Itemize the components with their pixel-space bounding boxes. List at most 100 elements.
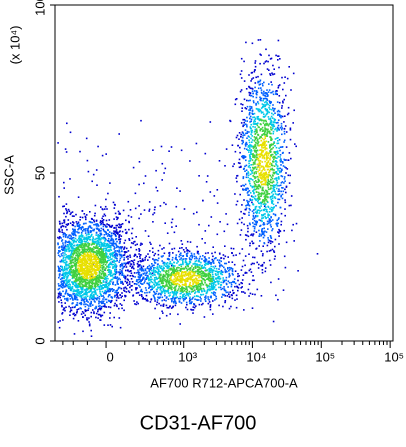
event-dot	[244, 123, 247, 125]
event-dot	[100, 206, 102, 208]
event-dot	[276, 185, 279, 187]
event-dot	[236, 134, 239, 137]
event-dot	[125, 256, 128, 258]
event-dot	[96, 237, 99, 240]
event-dot	[207, 277, 210, 279]
event-dot	[65, 236, 67, 238]
event-dot	[85, 303, 87, 305]
event-dot	[113, 230, 115, 232]
event-dot	[273, 68, 275, 70]
event-dot	[57, 265, 60, 268]
event-dot	[116, 281, 119, 283]
event-dot	[246, 125, 248, 128]
event-dot	[173, 247, 176, 250]
event-dot	[161, 292, 163, 294]
event-dot	[108, 294, 110, 296]
event-dot	[186, 289, 189, 291]
event-dot	[95, 169, 98, 171]
event-dot	[99, 314, 102, 317]
event-dot	[194, 291, 197, 293]
event-dot	[236, 298, 238, 300]
event-dot	[64, 242, 67, 244]
event-dot	[264, 267, 267, 269]
event-dot	[265, 189, 267, 192]
event-dot	[94, 291, 97, 293]
event-dot	[171, 300, 173, 303]
event-dot	[115, 224, 118, 227]
event-dot	[261, 183, 263, 186]
event-dot	[279, 146, 282, 148]
event-dot	[142, 260, 145, 262]
event-dot	[87, 307, 90, 310]
event-dot	[146, 282, 148, 285]
event-dot	[279, 149, 281, 152]
event-dot	[140, 265, 142, 267]
event-dot	[193, 263, 196, 265]
event-dot	[58, 247, 60, 249]
event-dot	[121, 292, 123, 294]
event-dot	[237, 275, 239, 278]
event-dot	[161, 281, 163, 283]
event-dot	[276, 187, 278, 190]
event-dot	[122, 209, 125, 212]
event-dot	[249, 157, 251, 159]
event-dot	[104, 240, 106, 242]
event-dot	[69, 131, 72, 134]
event-dot	[277, 119, 280, 121]
event-dot	[244, 264, 246, 267]
event-dot	[278, 235, 280, 237]
event-dot	[132, 166, 135, 169]
event-dot	[255, 102, 257, 105]
event-dot	[148, 210, 150, 212]
event-dot	[206, 278, 208, 280]
event-dot	[261, 134, 263, 136]
event-dot	[116, 232, 118, 234]
event-dot	[99, 281, 101, 283]
event-dot	[277, 113, 279, 116]
event-dot	[271, 248, 274, 251]
event-dot	[254, 62, 256, 64]
event-dot	[62, 244, 65, 246]
event-dot	[242, 124, 245, 126]
event-dot	[133, 255, 136, 257]
event-dot	[121, 250, 123, 253]
event-dot	[65, 268, 67, 271]
event-dot	[256, 221, 258, 223]
event-dot	[248, 269, 251, 272]
event-dot	[235, 294, 238, 297]
event-dot	[65, 226, 67, 228]
event-dot	[71, 233, 74, 236]
event-dot	[251, 145, 254, 148]
event-dot	[197, 289, 199, 291]
event-dot	[138, 265, 140, 267]
event-dot	[80, 303, 83, 305]
event-dot	[219, 278, 221, 280]
event-dot	[116, 296, 118, 299]
event-dot	[163, 264, 165, 266]
event-dot	[273, 119, 276, 122]
event-dot	[69, 213, 72, 216]
event-dot	[266, 132, 269, 135]
event-dot	[210, 295, 212, 298]
event-dot	[283, 130, 286, 133]
event-dot	[89, 302, 91, 305]
event-dot	[148, 256, 151, 259]
event-dot	[284, 188, 286, 191]
event-dot	[245, 108, 248, 110]
event-dot	[205, 275, 208, 278]
event-dot	[119, 268, 121, 271]
event-dot	[176, 259, 178, 261]
event-dot	[195, 256, 197, 258]
event-dot	[169, 294, 171, 296]
event-dot	[277, 140, 279, 142]
event-dot	[175, 284, 178, 286]
event-dot	[216, 189, 219, 191]
event-dot	[264, 128, 266, 131]
event-dot	[86, 245, 89, 248]
event-dot	[72, 236, 75, 239]
event-dot	[90, 302, 92, 304]
event-dot	[281, 105, 283, 107]
event-dot	[118, 226, 121, 229]
event-dot	[198, 264, 200, 266]
event-dot	[225, 283, 228, 286]
